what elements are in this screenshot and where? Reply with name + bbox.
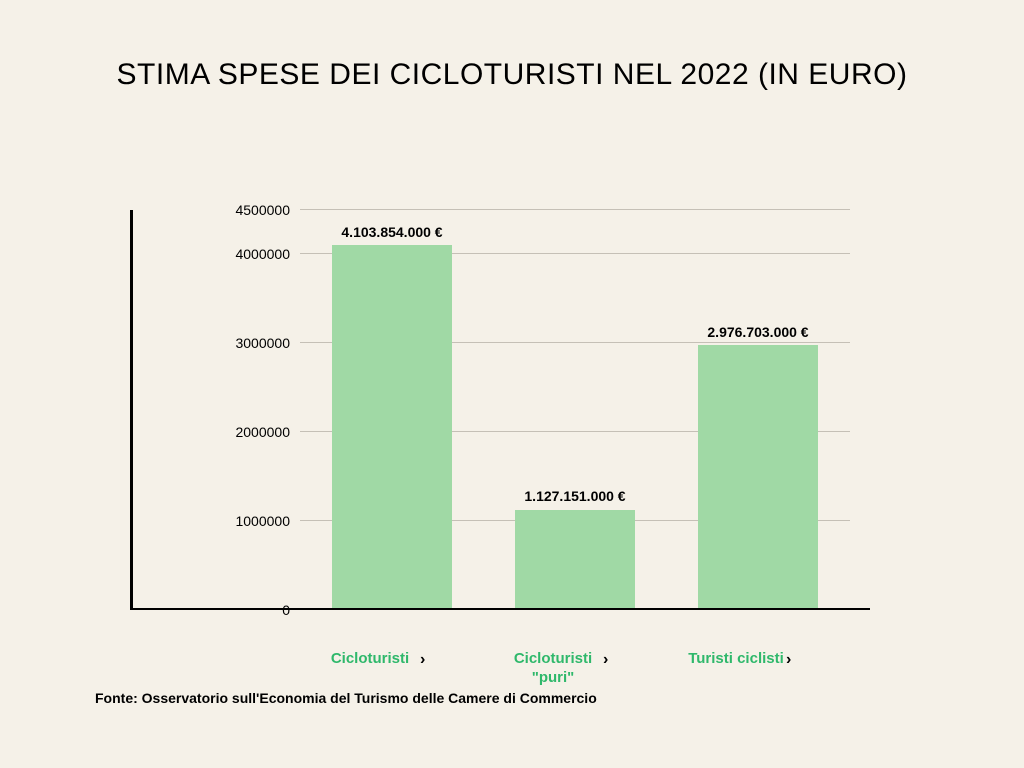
y-tick-4: 4000000 xyxy=(210,246,290,262)
chevron-icon: › xyxy=(420,651,425,669)
bar-cicloturisti-puri xyxy=(515,510,635,610)
y-tick-5: 4500000 xyxy=(210,202,290,218)
chevron-icon: › xyxy=(603,651,608,669)
category-label-2: Turisti ciclisti xyxy=(676,650,796,669)
bar-cicloturisti xyxy=(332,245,452,610)
y-tick-0: 0 xyxy=(210,602,290,618)
chevron-icon: › xyxy=(786,651,791,669)
chart-title: STIMA SPESE DEI CICLOTURISTI NEL 2022 (I… xyxy=(0,58,1024,92)
bar-value-1: 1.127.151.000 € xyxy=(490,488,660,504)
chart-area: 0 1000000 2000000 3000000 4000000 450000… xyxy=(210,210,850,640)
y-tick-2: 2000000 xyxy=(210,424,290,440)
bar-value-0: 4.103.854.000 € xyxy=(307,224,477,240)
y-tick-3: 3000000 xyxy=(210,335,290,351)
x-axis xyxy=(130,608,870,611)
category-label-1: Cicloturisti "puri" xyxy=(493,650,613,688)
bar-turisti-ciclisti xyxy=(698,345,818,610)
bar-value-2: 2.976.703.000 € xyxy=(673,324,843,340)
bars-container: 4.103.854.000 € 1.127.151.000 € 2.976.70… xyxy=(300,210,850,610)
y-tick-1: 1000000 xyxy=(210,513,290,529)
source-text: Fonte: Osservatorio sull'Economia del Tu… xyxy=(95,690,597,706)
category-label-0: Cicloturisti xyxy=(310,650,430,669)
y-axis xyxy=(130,210,133,610)
